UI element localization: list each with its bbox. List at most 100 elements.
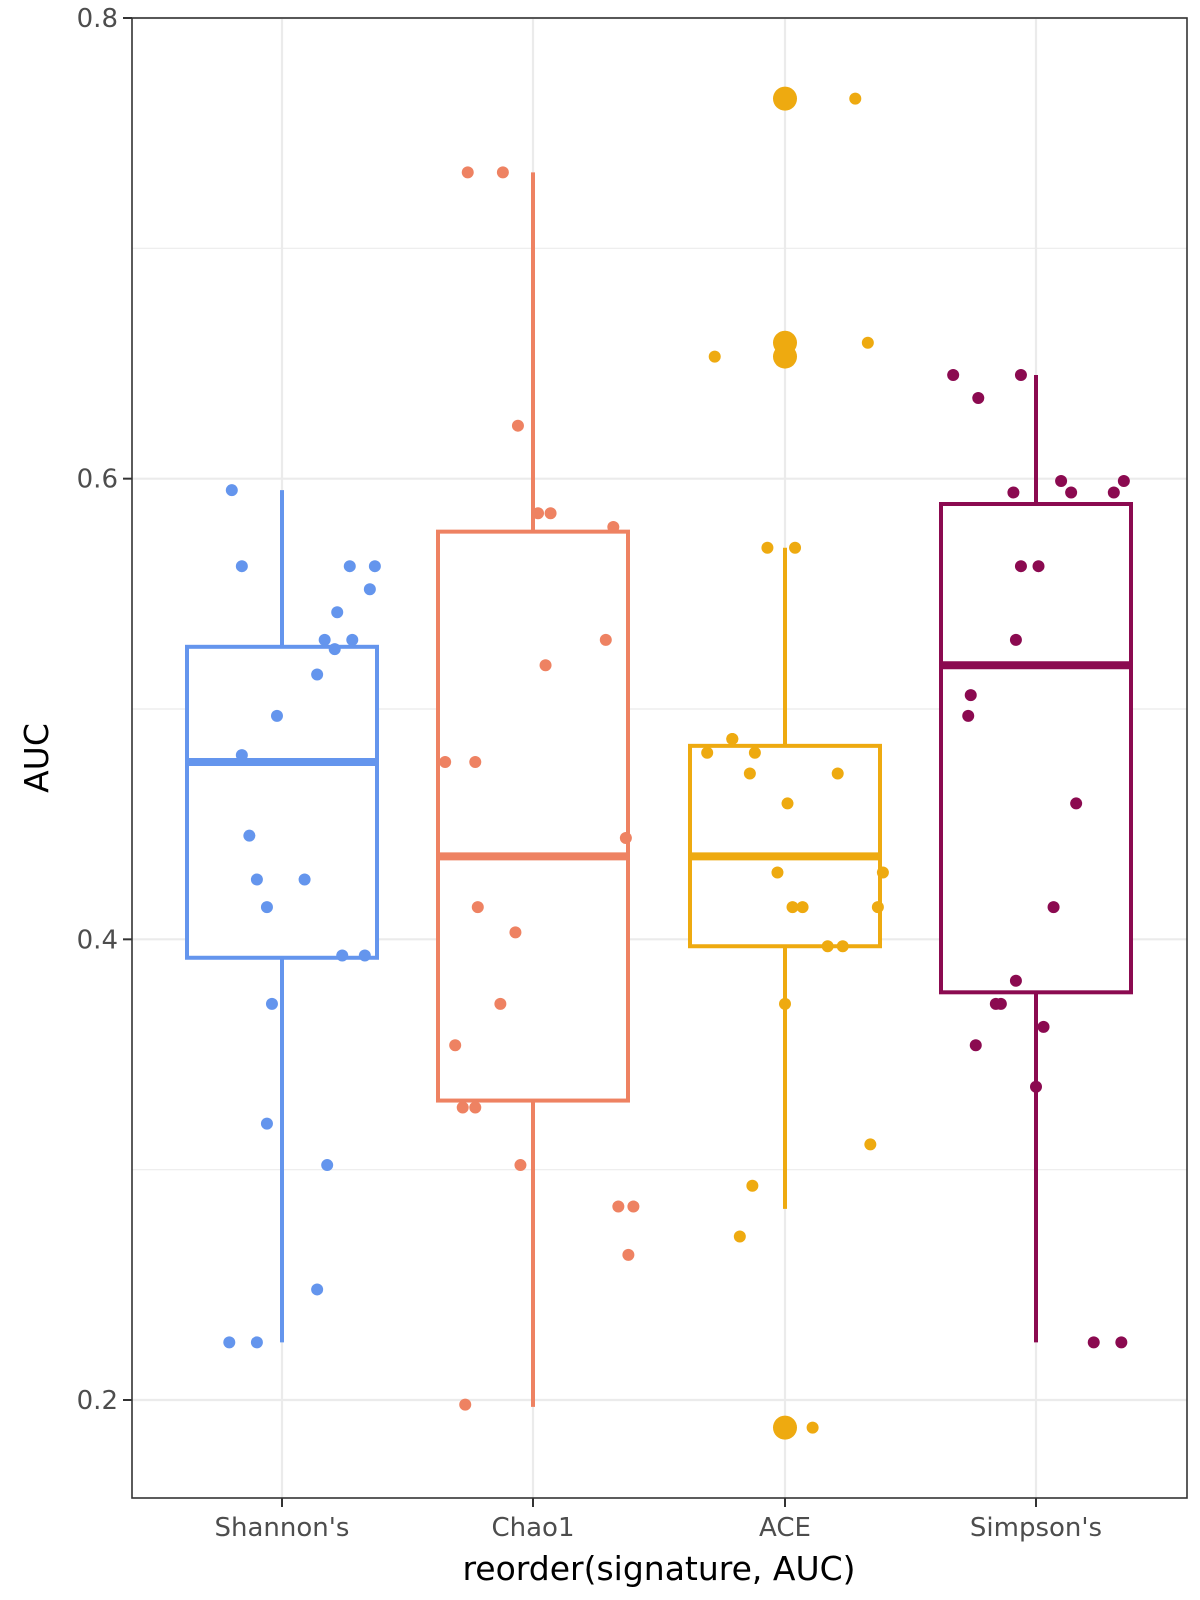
data-point [1009,974,1022,987]
data-point [496,166,509,179]
y-tick-label: 0.6 [77,465,118,495]
data-point [544,507,557,520]
data-point [331,606,344,619]
data-point [1117,474,1130,487]
data-point [270,709,283,722]
data-point [1007,486,1020,499]
data-point [1037,1020,1050,1033]
x-tick-label: Chao1 [491,1513,574,1543]
data-point [619,831,632,844]
data-point [469,755,482,768]
data-point [701,746,714,759]
data-point [511,419,524,432]
box-iqr [688,743,882,949]
data-point [532,507,545,520]
box-iqr [939,502,1133,995]
data-point [456,1101,469,1114]
data-point [235,560,248,573]
data-point [947,369,960,382]
data-point [746,1179,759,1192]
data-point [1055,474,1068,487]
y-axis-title: AUC [17,723,56,793]
data-point [1065,486,1078,499]
data-point [469,1101,482,1114]
data-point [265,997,278,1010]
box-3 [939,375,1133,1343]
y-tick-label: 0.8 [77,4,118,34]
data-point [328,643,341,656]
data-point [748,746,761,759]
x-tick-label: ACE [759,1513,811,1543]
box-1 [436,172,630,1407]
data-point [318,633,331,646]
data-point [1047,901,1060,914]
data-point [821,940,834,953]
data-point [225,484,238,497]
data-point [726,732,739,745]
data-point [786,901,799,914]
outlier-point [773,344,797,369]
data-point [876,866,889,879]
data-point [994,997,1007,1010]
data-point [250,873,263,886]
data-point [871,901,884,914]
data-point [964,689,977,702]
x-axis-title: reorder(signature, AUC) [462,1549,855,1588]
data-point [627,1200,640,1213]
x-tick-label: Simpson's [970,1513,1102,1543]
outlier-point [773,1415,797,1440]
data-point [836,940,849,953]
data-point [1014,369,1027,382]
data-point [733,1230,746,1243]
data-point [260,1117,273,1130]
data-point [494,997,507,1010]
data-point [449,1039,462,1052]
data-point [789,541,802,554]
data-point [439,755,452,768]
data-point [781,797,794,810]
box-2 [688,86,882,1440]
outlier-point [773,86,797,111]
data-point [459,1398,472,1411]
data-point [864,1138,877,1151]
data-point [771,866,784,879]
data-point [831,767,844,780]
data-point [343,560,356,573]
data-point [336,949,349,962]
data-point [260,901,273,914]
data-point [607,521,620,534]
data-point [223,1336,236,1349]
data-point [972,392,985,405]
data-point [311,668,324,681]
data-point [708,350,721,363]
box-iqr [185,644,379,960]
data-point [311,1283,324,1296]
data-point [243,829,256,842]
data-point [250,1336,263,1349]
axes: 0.2 0.4 0.6 0.8 Shannon's Chao1 ACE Simpson's [77,4,1102,1543]
data-point [1107,486,1120,499]
data-point [298,873,311,886]
data-point [861,336,874,349]
data-point [761,541,774,554]
data-point [1032,560,1045,573]
data-point [321,1159,334,1172]
data-point [358,949,371,962]
data-point [622,1248,635,1261]
jitter-points [223,92,1130,1434]
data-point [849,92,862,105]
data-point [806,1421,819,1434]
data-point [599,633,612,646]
data-point [471,901,484,914]
y-tick-label: 0.4 [77,925,118,955]
data-point [796,901,809,914]
data-point [962,709,975,722]
data-point [779,997,791,1010]
x-tick-label: Shannon's [215,1513,350,1543]
data-point [1030,1080,1042,1093]
y-tick-label: 0.2 [77,1386,118,1416]
data-point [235,749,248,762]
data-point [368,560,381,573]
data-point [539,659,552,672]
